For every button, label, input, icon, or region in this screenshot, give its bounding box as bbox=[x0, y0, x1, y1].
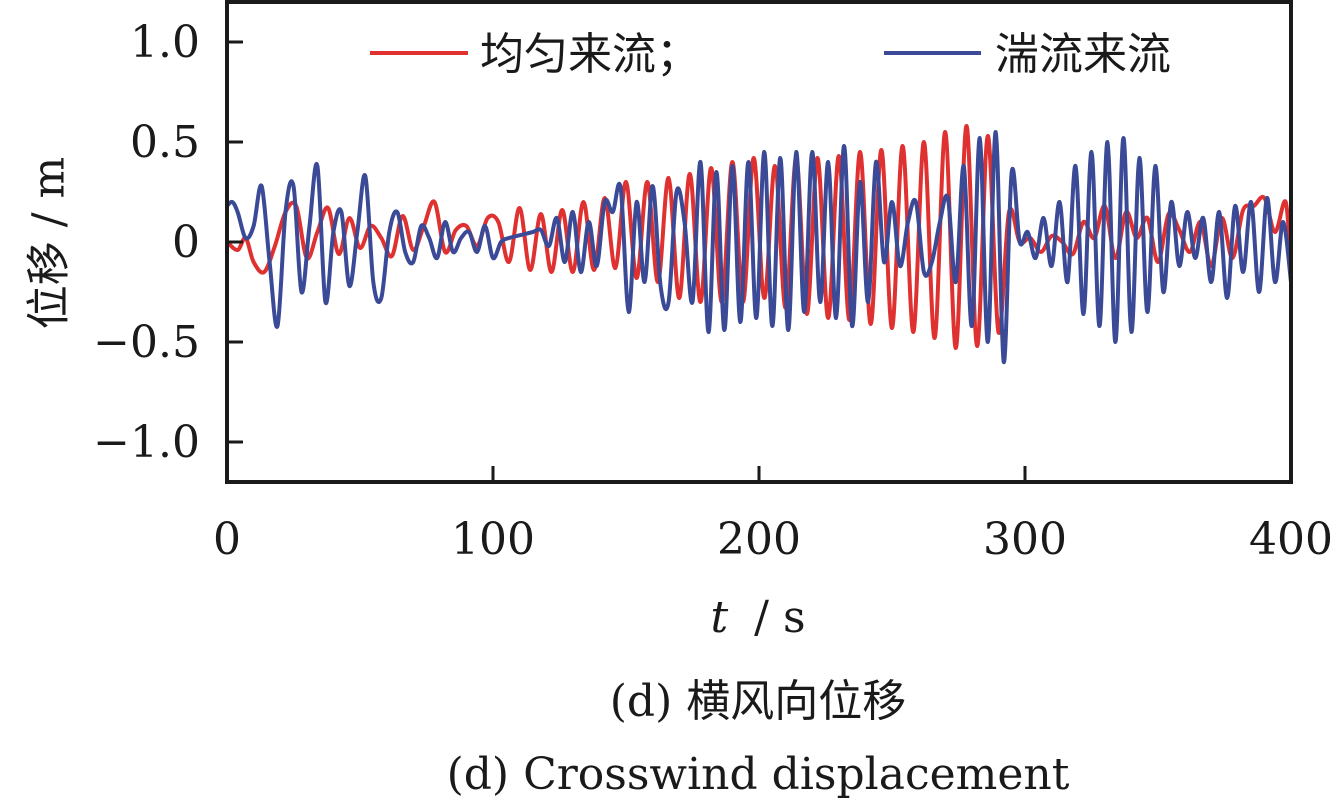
series-line-1 bbox=[227, 123, 1291, 351]
y-axis-label-group: 位移 / m bbox=[24, 157, 75, 330]
y-tick-label: 0.5 bbox=[130, 117, 200, 168]
x-tick-label: 400 bbox=[1249, 514, 1331, 565]
series-line-2 bbox=[227, 129, 1291, 365]
x-axis-label-variable: t bbox=[710, 592, 728, 643]
y-tick-label: −1.0 bbox=[93, 417, 200, 468]
plot-area: 0 100 200 300 400 1.0 0.5 0 −0.5 −1.0 均匀来流； 湍流来流 bbox=[93, 0, 1331, 565]
y-tick-label: −0.5 bbox=[93, 317, 200, 368]
x-axis-label: t / s bbox=[710, 592, 805, 643]
x-tick-label: 200 bbox=[717, 514, 801, 565]
x-tick-label: 0 bbox=[213, 514, 241, 565]
y-tick-label: 1.0 bbox=[130, 17, 200, 68]
legend-label: 湍流来流 bbox=[995, 29, 1171, 80]
legend-label: 均匀来流； bbox=[480, 29, 700, 80]
caption-english: (d) Crosswind displacement bbox=[447, 749, 1070, 800]
y-tick-label: 0 bbox=[172, 217, 200, 268]
x-tick-label: 300 bbox=[983, 514, 1067, 565]
legend: 均匀来流； 湍流来流 bbox=[370, 29, 1171, 80]
x-tick-label: 100 bbox=[451, 514, 535, 565]
caption-chinese: (d) 横风向位移 bbox=[610, 676, 906, 727]
x-axis-label-unit: / s bbox=[754, 592, 805, 643]
y-axis-label: 位移 / m bbox=[24, 157, 75, 330]
